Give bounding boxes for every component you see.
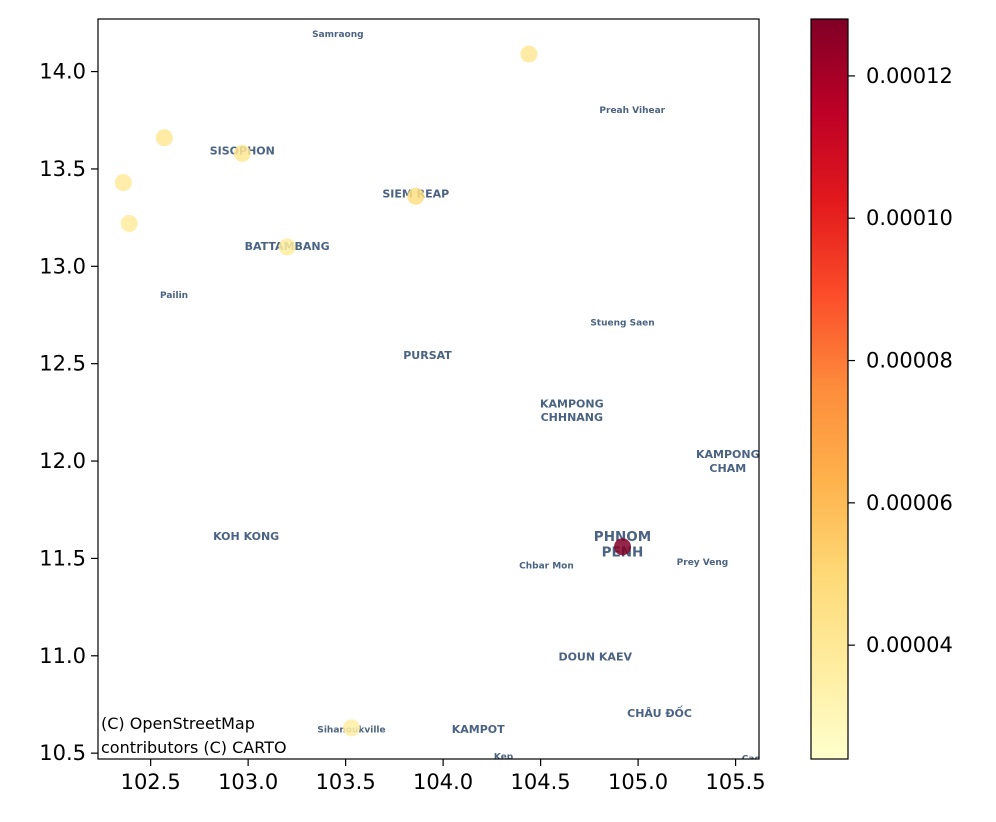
place-label-text: Kep bbox=[494, 753, 514, 763]
x-tick-label: 105.0 bbox=[608, 770, 668, 794]
place-label-text: KAMPONG bbox=[540, 398, 604, 411]
place-label-halo: Chbar Mon bbox=[519, 562, 574, 572]
place-label-halo: Pailin bbox=[160, 291, 188, 301]
data-point bbox=[520, 45, 538, 63]
y-tick-label: 10.5 bbox=[39, 741, 86, 765]
place-label-text: Chbar Mon bbox=[519, 562, 574, 572]
basemap-background bbox=[98, 19, 759, 759]
x-tick-label: 103.0 bbox=[218, 770, 278, 794]
place-label-text: Stueng Saen bbox=[590, 318, 654, 328]
colorbar-ticks: 0.00004 0.00006 0.00008 0.00010 0.00012 bbox=[848, 64, 953, 657]
place-label-halo: Preah Vihear bbox=[599, 106, 665, 116]
place-label-halo: Cao bbox=[742, 755, 761, 765]
data-point bbox=[155, 129, 173, 147]
place-label-text: Preah Vihear bbox=[599, 106, 665, 116]
data-point bbox=[120, 214, 138, 232]
place-label-text: CHÂU ĐỐC bbox=[627, 705, 692, 720]
y-tick-label: 13.0 bbox=[39, 254, 86, 278]
data-point bbox=[278, 238, 296, 256]
y-tick-label: 14.0 bbox=[39, 60, 86, 84]
attribution-line-1: (C) OpenStreetMap bbox=[101, 714, 255, 733]
colorbar-tick-label: 0.00008 bbox=[866, 349, 953, 373]
x-tick-label: 104.5 bbox=[511, 770, 571, 794]
colorbar-gradient bbox=[810, 18, 849, 760]
x-tick-label: 104.0 bbox=[413, 770, 473, 794]
place-label-halo: CHÂU ĐỐC bbox=[627, 705, 692, 720]
y-tick-label: 12.0 bbox=[39, 449, 86, 473]
x-tick-label: 105.5 bbox=[706, 770, 766, 794]
data-point bbox=[407, 187, 425, 205]
place-label-halo: PURSAT bbox=[403, 349, 452, 362]
place-label-text: PHNOM bbox=[594, 529, 651, 545]
colorbar-tick-label: 0.00004 bbox=[866, 633, 953, 657]
place-label-halo: KAMPONG bbox=[540, 398, 604, 411]
place-label-halo: Samraong bbox=[312, 30, 363, 40]
colorbar: 0.00004 0.00006 0.00008 0.00010 0.00012 bbox=[810, 18, 953, 760]
place-label-text: CHHNANG bbox=[541, 411, 603, 424]
place-label-text: KAMPOT bbox=[452, 723, 505, 736]
place-label-text: DOUN KAEV bbox=[558, 651, 632, 664]
place-label-text: Cao bbox=[742, 755, 761, 765]
place-label-text: KOH KONG bbox=[213, 530, 279, 543]
colorbar-tick-label: 0.00006 bbox=[866, 491, 953, 515]
place-label-text: PURSAT bbox=[403, 349, 452, 362]
x-tick-label: 102.5 bbox=[121, 770, 181, 794]
data-points bbox=[114, 45, 632, 737]
x-tick-label: 103.5 bbox=[316, 770, 376, 794]
place-label-halo: Stueng Saen bbox=[590, 318, 654, 328]
data-point bbox=[342, 719, 360, 737]
place-label-text: CHAM bbox=[709, 462, 746, 475]
y-tick-label: 11.5 bbox=[39, 546, 86, 570]
place-label-text: KAMPONG bbox=[696, 448, 760, 461]
y-axis: 14.0 13.5 13.0 12.5 12.0 11.5 11.0 10.5 bbox=[39, 60, 98, 765]
x-axis: 102.5 103.0 103.5 104.0 104.5 105.0 105.5 bbox=[121, 759, 766, 794]
data-point bbox=[233, 144, 251, 162]
place-label-halo: Prey Veng bbox=[677, 558, 729, 568]
place-label-halo: CHHNANG bbox=[541, 411, 603, 424]
data-point bbox=[114, 174, 132, 192]
attribution-line-2: contributors (C) CARTO bbox=[101, 738, 287, 757]
y-tick-label: 11.0 bbox=[39, 644, 86, 668]
attribution: (C) OpenStreetMap contributors (C) CARTO bbox=[101, 714, 287, 757]
data-point bbox=[614, 538, 632, 556]
map-frame bbox=[97, 18, 760, 760]
place-label-text: Pailin bbox=[160, 291, 188, 301]
place-label-halo: DOUN KAEV bbox=[558, 651, 632, 664]
place-label-halo: KAMPOT bbox=[452, 723, 505, 736]
place-label-halo: Kep bbox=[494, 753, 514, 763]
place-label-halo: KOH KONG bbox=[213, 530, 279, 543]
colorbar-tick-label: 0.00010 bbox=[866, 206, 953, 230]
place-label-halo: PHNOM bbox=[594, 529, 651, 545]
place-label-text: Samraong bbox=[312, 30, 363, 40]
place-label-halo: CHAM bbox=[709, 462, 746, 475]
place-label-halo: KAMPONG bbox=[696, 448, 760, 461]
place-label-text: Prey Veng bbox=[677, 558, 729, 568]
y-tick-label: 12.5 bbox=[39, 352, 86, 376]
y-tick-label: 13.5 bbox=[39, 157, 86, 181]
colorbar-tick-label: 0.00012 bbox=[866, 64, 953, 88]
